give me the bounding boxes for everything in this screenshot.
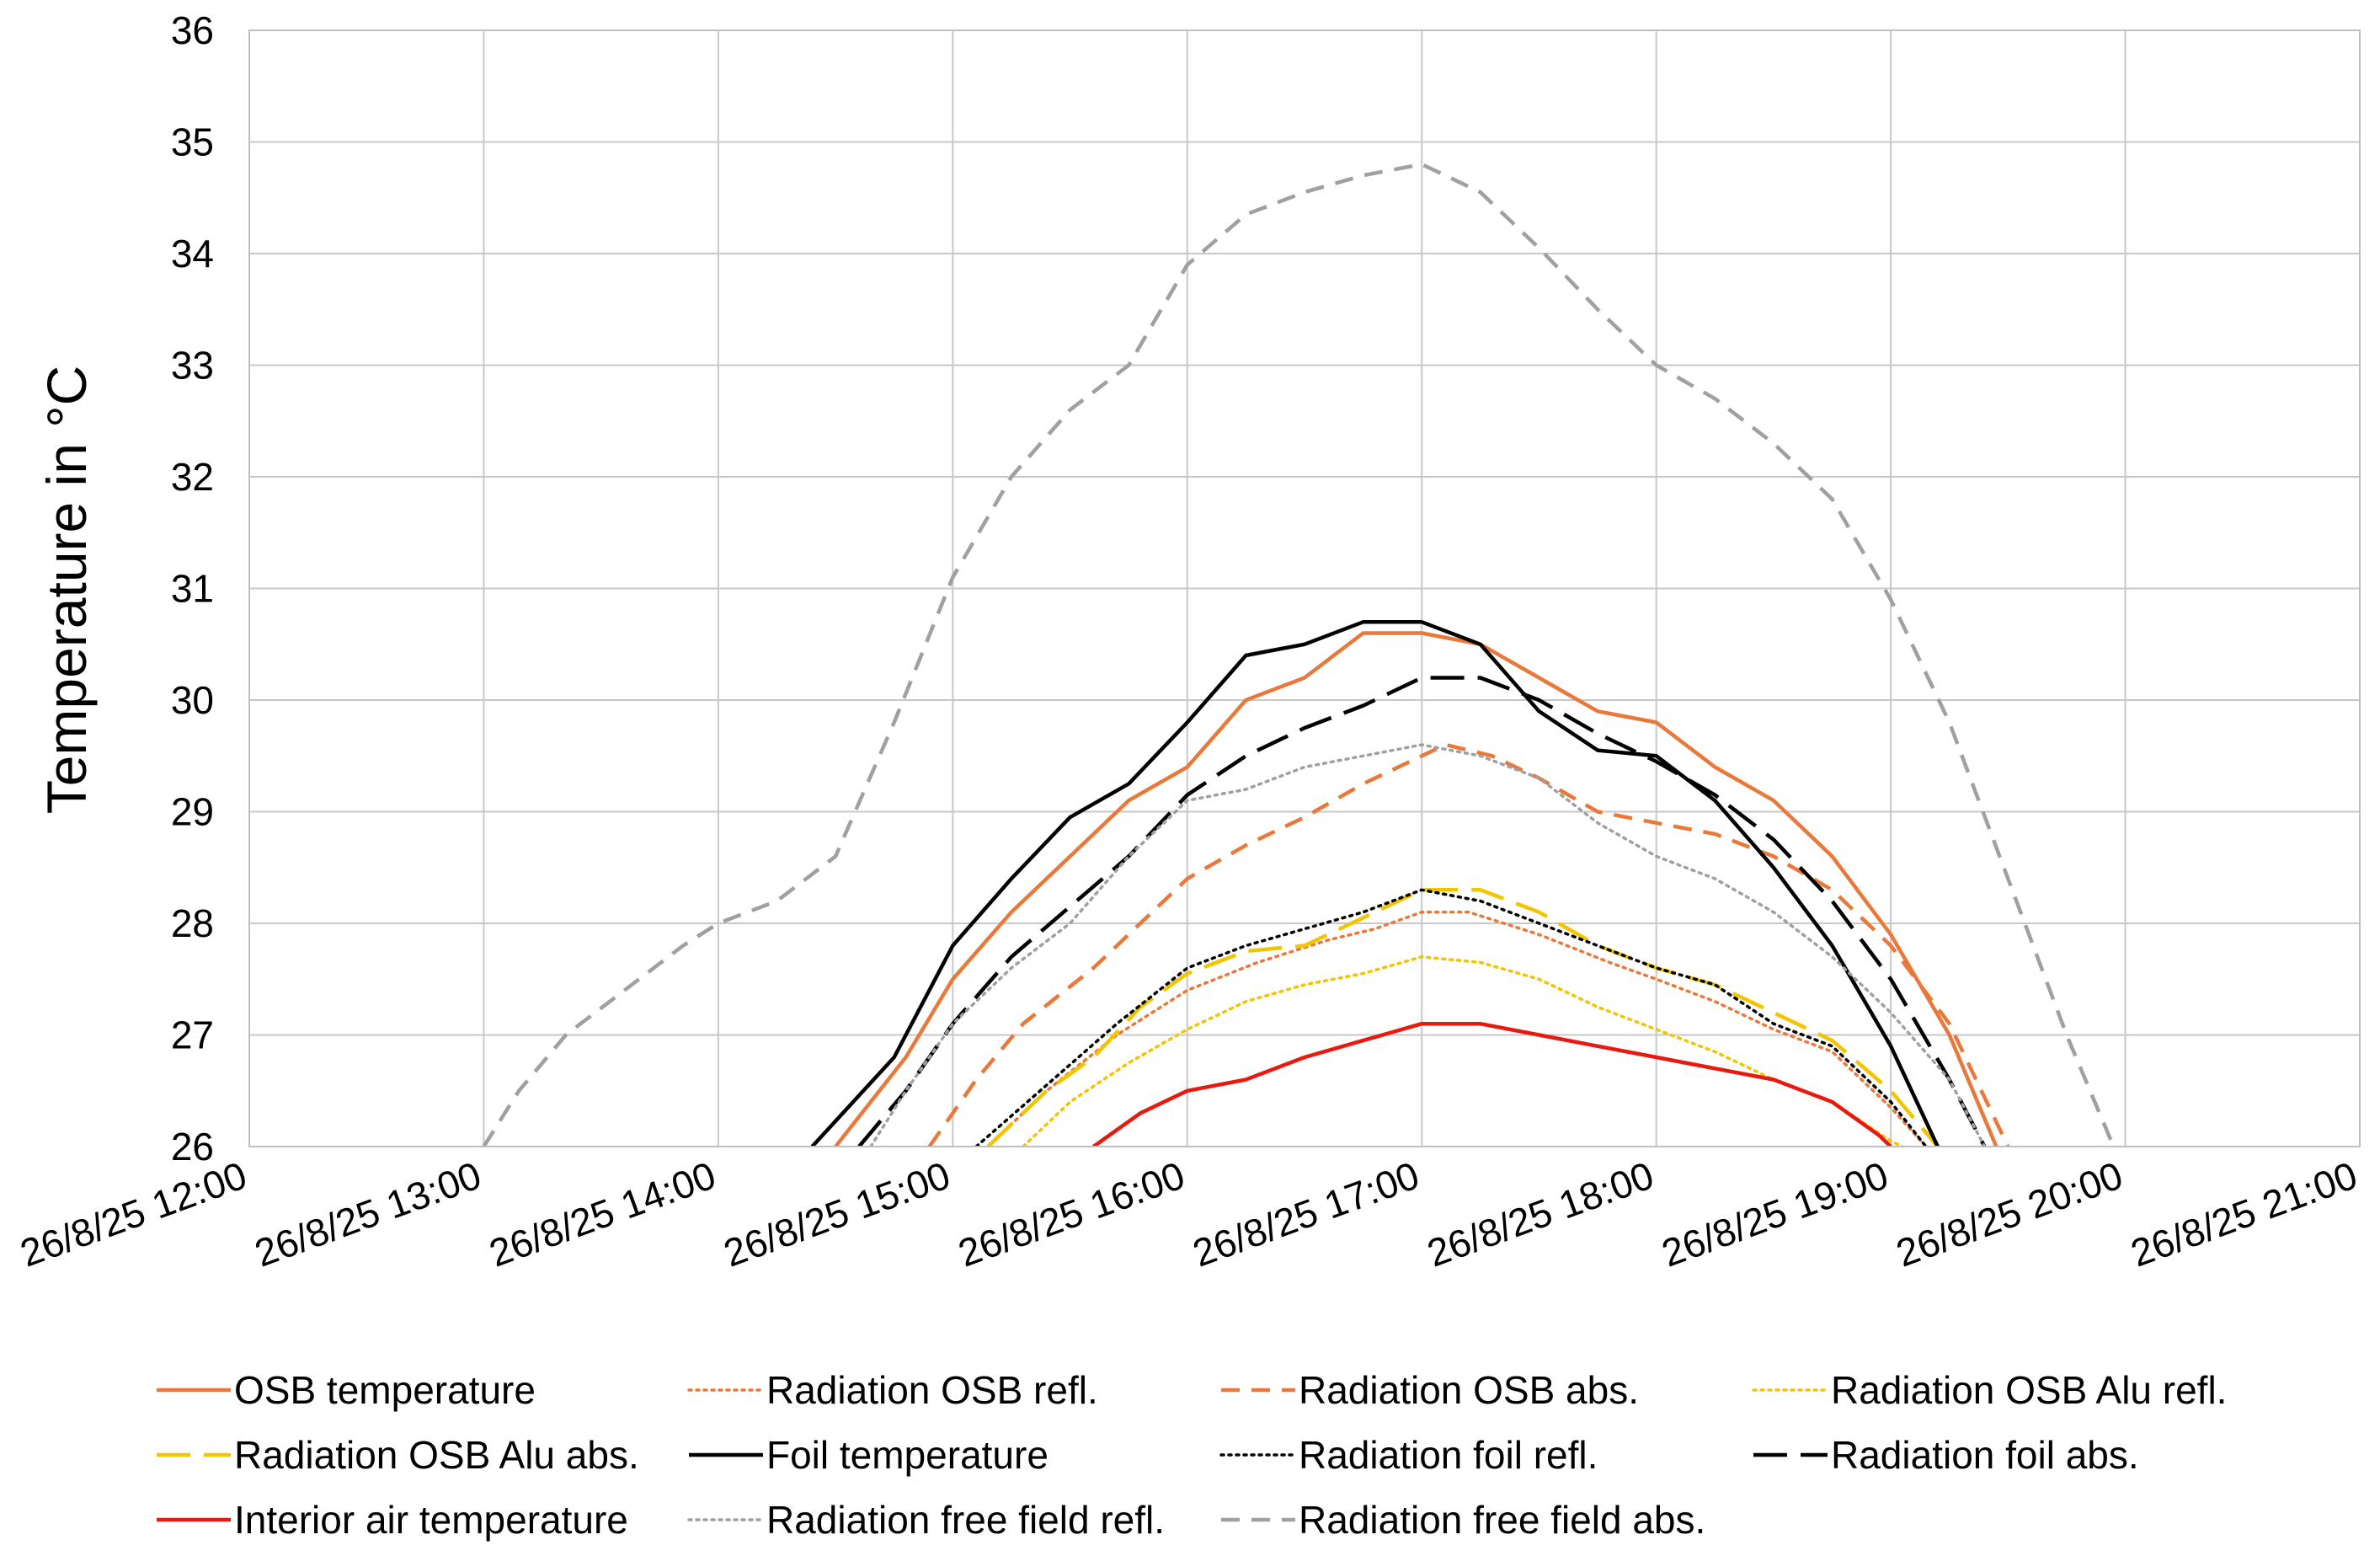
legend: OSB temperature Radiation OSB refl. Radiat… [157,1368,2227,1542]
legend-label: Radiation foil abs. [1831,1433,2139,1477]
y-tick-label: 36 [171,8,214,52]
y-tick-label: 27 [171,1013,214,1057]
series-line [986,888,1940,1147]
legend-label: Foil temperature [766,1433,1049,1477]
series-line [857,676,1987,1147]
y-tick-label: 30 [171,678,214,722]
y-tick-label: 26 [171,1125,214,1168]
plot-area-border [248,29,2361,1147]
legend-label: Radiation free field abs. [1299,1498,1705,1542]
legend-label: Radiation OSB Alu refl. [1831,1368,2227,1412]
y-tick-label: 33 [171,344,214,388]
y-axis-ticks: 26 27 28 29 30 31 32 33 34 35 36 [171,8,214,1168]
series-line [834,631,1998,1147]
series-line [974,888,1928,1147]
series-line [482,162,2116,1147]
legend-label: Radiation OSB abs. [1299,1368,1639,1412]
legend-label: Radiation free field refl. [766,1498,1165,1542]
series-line [810,620,1940,1147]
y-axis-label: Temperature in °C [35,366,98,815]
y-tick-label: 29 [171,790,214,834]
legend-label: Radiation OSB refl. [766,1368,1098,1412]
y-tick-label: 32 [171,455,214,499]
y-tick-label: 35 [171,120,214,164]
legend-label: Radiation foil refl. [1299,1433,1598,1477]
legend-label: Radiation OSB Alu abs. [234,1433,639,1477]
y-tick-label: 34 [171,232,214,275]
series-lines [482,162,2116,1147]
y-tick-label: 31 [171,567,214,611]
series-line [1092,1021,1892,1147]
series-line [986,910,1928,1147]
y-tick-label: 28 [171,901,214,945]
legend-label: OSB temperature [234,1368,536,1412]
series-line [869,743,1987,1147]
legend-label: Interior air temperature [234,1498,628,1542]
